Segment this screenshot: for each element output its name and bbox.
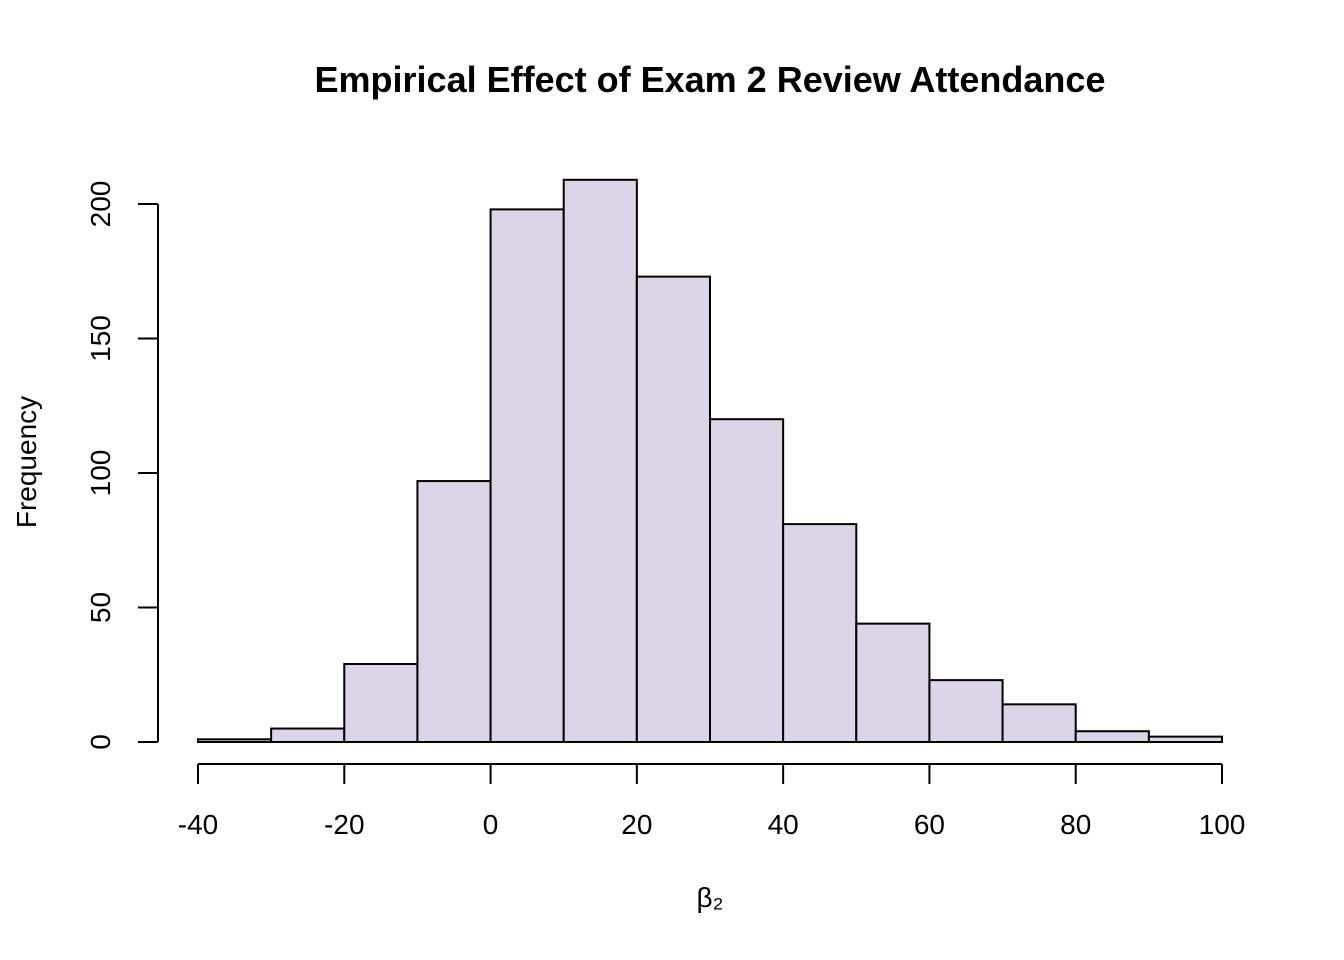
histogram-bar	[562, 178, 638, 744]
x-axis-label: β₂	[697, 882, 724, 913]
histogram-bar	[928, 679, 1004, 744]
histogram-bar	[855, 622, 931, 744]
histogram-bar	[635, 275, 711, 743]
x-tick-label: -20	[324, 809, 364, 840]
histogram-bar	[416, 480, 492, 743]
histogram-bar	[343, 662, 419, 743]
y-tick-label: 50	[85, 592, 116, 623]
x-tick-label: 20	[621, 809, 652, 840]
y-tick-label: 0	[85, 734, 116, 750]
histogram-bar	[1074, 730, 1150, 743]
chart-title: Empirical Effect of Exam 2 Review Attend…	[315, 59, 1106, 100]
x-tick-label: 0	[483, 809, 499, 840]
histogram-bar	[197, 738, 273, 743]
y-tick-label: 150	[85, 315, 116, 362]
y-axis-label: Frequency	[11, 396, 42, 528]
x-tick-label: 40	[768, 809, 799, 840]
x-tick-label: 100	[1199, 809, 1246, 840]
x-tick-label: -40	[178, 809, 218, 840]
histogram-bar	[270, 727, 346, 743]
y-axis: 0 50 100 150 200	[85, 181, 159, 750]
x-tick-label: 80	[1060, 809, 1091, 840]
y-tick-label: 100	[85, 450, 116, 497]
histogram-bar	[1147, 735, 1224, 743]
bars-group	[197, 178, 1224, 744]
x-axis: -40 -20 0 20 40 60 80 100	[178, 763, 1246, 840]
histogram-bar	[709, 418, 785, 743]
histogram-bar	[489, 208, 565, 743]
y-tick-label: 200	[85, 181, 116, 228]
x-tick-label: 60	[914, 809, 945, 840]
histogram-bar	[1001, 703, 1077, 744]
histogram-bar	[782, 523, 858, 743]
